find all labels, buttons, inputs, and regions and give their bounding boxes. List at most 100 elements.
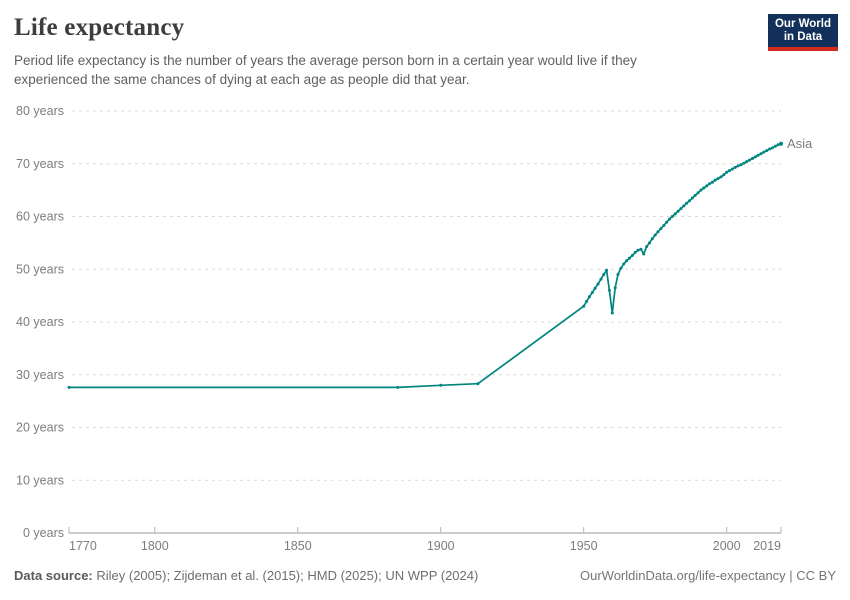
- y-axis-tick-label: 70 years: [16, 157, 64, 171]
- data-point-marker: [593, 286, 597, 290]
- y-axis-tick-label: 50 years: [16, 262, 64, 276]
- owid-logo[interactable]: Our World in Data: [768, 14, 838, 51]
- data-point-marker: [636, 248, 640, 252]
- x-axis-tick-label: 2000: [713, 539, 741, 553]
- x-axis-tick-label: 1770: [69, 539, 97, 553]
- data-point-marker: [590, 291, 594, 294]
- data-point-marker: [616, 273, 620, 276]
- x-axis-tick-label: 1800: [141, 539, 169, 553]
- data-point-marker: [716, 177, 720, 180]
- data-point-marker: [762, 150, 766, 154]
- data-point-marker: [768, 147, 772, 151]
- data-point-marker: [665, 220, 669, 224]
- data-point-marker: [725, 170, 729, 174]
- data-point-marker: [650, 237, 654, 241]
- data-point-marker: [67, 385, 71, 389]
- data-point-marker: [728, 169, 731, 173]
- data-point-marker: [605, 268, 609, 272]
- data-source-label: Data source:: [14, 568, 93, 583]
- data-point-marker: [610, 311, 614, 315]
- data-point-marker: [722, 173, 726, 177]
- x-axis-tick-label: 2019: [753, 539, 781, 553]
- data-point-marker: [673, 212, 677, 216]
- chart-footer: Data source: Riley (2005); Zijdeman et a…: [14, 568, 836, 583]
- data-point-marker: [639, 247, 643, 251]
- data-point-marker: [645, 245, 649, 249]
- data-point-marker: [750, 157, 754, 160]
- data-point-marker: [659, 227, 663, 231]
- owid-logo-line2: in Data: [783, 31, 823, 43]
- data-point-marker: [439, 383, 443, 387]
- data-point-marker: [759, 152, 763, 156]
- data-point-marker: [756, 153, 760, 157]
- data-point-marker: [682, 204, 686, 208]
- data-point-marker: [668, 217, 671, 221]
- y-axis-tick-label: 80 years: [16, 104, 64, 118]
- data-point-marker: [630, 254, 634, 257]
- data-point-marker: [622, 262, 626, 266]
- data-point-marker: [587, 295, 591, 299]
- data-point-marker: [613, 286, 617, 290]
- data-point-marker: [773, 144, 777, 148]
- data-point-marker: [696, 191, 700, 195]
- data-point-marker: [710, 180, 714, 184]
- x-axis-tick-label: 1850: [284, 539, 312, 553]
- y-axis-tick-label: 0 years: [23, 526, 64, 540]
- data-point-marker: [602, 273, 606, 276]
- series-end-label-asia[interactable]: Asia: [787, 136, 813, 151]
- data-point-marker: [607, 288, 611, 292]
- page-title: Life expectancy: [14, 14, 185, 41]
- data-source-text: Riley (2005); Zijdeman et al. (2015); HM…: [92, 568, 479, 583]
- data-point-marker: [779, 141, 783, 146]
- x-axis-tick-label: 1900: [427, 539, 455, 553]
- data-source-note: Data source: Riley (2005); Zijdeman et a…: [14, 568, 478, 583]
- owid-logo-line1: Our World: [774, 18, 831, 30]
- owid-url-link[interactable]: OurWorldinData.org/life-expectancy | CC …: [579, 568, 836, 583]
- x-axis-tick-label: 1950: [570, 539, 598, 553]
- data-point-marker: [642, 252, 646, 256]
- data-point-marker: [679, 207, 683, 211]
- data-point-marker: [705, 184, 709, 188]
- y-axis-tick-label: 30 years: [16, 368, 64, 382]
- data-point-marker: [699, 188, 703, 192]
- data-point-marker: [713, 178, 717, 182]
- data-point-marker: [619, 266, 623, 270]
- data-point-marker: [690, 196, 694, 200]
- data-point-marker: [627, 256, 631, 260]
- data-point-marker: [676, 209, 680, 213]
- data-point-marker: [396, 385, 400, 389]
- y-axis-tick-label: 60 years: [16, 210, 64, 224]
- data-point-marker: [685, 201, 689, 205]
- y-axis-tick-label: 40 years: [16, 315, 64, 329]
- chart-subtitle: Period life expectancy is the number of …: [14, 53, 637, 87]
- y-axis-tick-label: 20 years: [16, 421, 64, 435]
- y-axis-tick-label: 10 years: [16, 473, 64, 487]
- data-point-marker: [770, 146, 774, 150]
- data-point-marker: [633, 250, 637, 254]
- data-point-marker: [748, 158, 751, 162]
- data-point-marker: [702, 186, 706, 190]
- data-point-marker: [708, 182, 711, 186]
- data-point-marker: [736, 164, 740, 168]
- data-point-marker: [753, 155, 757, 159]
- data-point-marker: [739, 163, 743, 167]
- data-point-marker: [693, 193, 697, 197]
- data-point-marker: [662, 224, 666, 227]
- data-point-marker: [648, 241, 651, 245]
- data-point-marker: [653, 233, 657, 237]
- series-line-asia: [68, 142, 782, 389]
- data-point-marker: [742, 161, 746, 165]
- data-point-marker: [625, 259, 629, 263]
- data-point-marker: [670, 215, 674, 218]
- data-point-marker: [745, 160, 749, 164]
- data-point-marker: [733, 165, 737, 169]
- data-point-marker: [596, 282, 600, 286]
- data-point-marker: [656, 230, 660, 234]
- data-point-marker: [765, 149, 769, 153]
- data-point-marker: [719, 175, 723, 179]
- data-point-marker: [688, 199, 691, 203]
- data-point-marker: [776, 143, 780, 147]
- data-point-marker: [582, 304, 586, 308]
